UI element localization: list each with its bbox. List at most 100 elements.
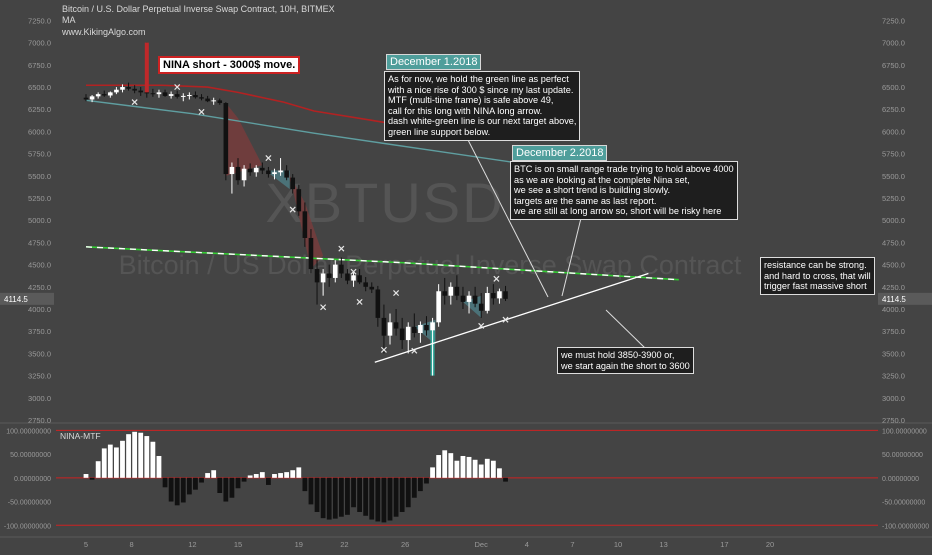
candle-body	[260, 167, 265, 171]
price-axis-right-label: 5500.0	[882, 172, 905, 181]
osc-bar	[89, 477, 95, 480]
candle-body	[162, 92, 168, 96]
price-axis-left-label: 4250.0	[28, 283, 51, 292]
osc-bar	[229, 477, 235, 498]
price-axis-right-label: 7250.0	[882, 16, 905, 25]
x-marker-stroke	[320, 304, 327, 311]
price-axis-left-label: 7000.0	[28, 39, 51, 48]
candle-body	[296, 189, 302, 212]
osc-axis-left-label: -50.00000000	[8, 500, 51, 507]
candle-body	[302, 211, 308, 238]
osc-bar	[253, 474, 259, 478]
candle-body	[381, 317, 387, 336]
candle-body	[144, 92, 150, 94]
indicator-label[interactable]: MA	[62, 15, 76, 25]
osc-bar	[217, 477, 223, 493]
candle-body	[241, 168, 247, 181]
osc-bar	[393, 477, 399, 517]
osc-bar	[186, 477, 192, 495]
candle-body	[187, 95, 192, 97]
candle-body	[278, 170, 283, 173]
candle-body	[284, 170, 289, 178]
candle-body	[101, 94, 107, 96]
x-marker	[380, 346, 387, 353]
osc-axis-right-label: 100.00000000	[882, 428, 927, 435]
candle-body	[448, 286, 454, 296]
candle-body	[150, 93, 156, 95]
candle-body	[290, 177, 296, 190]
price-axis-left-label: 5000.0	[28, 216, 51, 225]
candle-body	[363, 282, 368, 287]
price-axis-right-label: 4750.0	[882, 238, 905, 247]
candle-body	[272, 172, 277, 175]
price-axis-right-label: 6000.0	[882, 127, 905, 136]
osc-bar	[162, 477, 168, 488]
osc-bar	[424, 477, 429, 484]
osc-bar	[436, 455, 442, 478]
dec1-title: December 1.2018	[386, 54, 482, 70]
price-axis-right-label: 6250.0	[882, 105, 905, 114]
osc-bar	[411, 477, 417, 498]
price-axis-left-label: 6500.0	[28, 83, 51, 92]
osc-axis-left-label: -100.00000000	[4, 523, 51, 530]
candle-body	[314, 269, 320, 283]
price-tag-left-bg	[0, 292, 54, 305]
candle-body	[436, 291, 441, 323]
price-tag-right-bg	[878, 292, 932, 305]
candle-body	[266, 170, 271, 175]
osc-bar	[205, 473, 210, 478]
candle-body	[460, 295, 466, 302]
candle-body	[387, 322, 393, 336]
candle-body	[472, 295, 478, 304]
osc-bar	[430, 467, 435, 478]
osc-bar	[351, 477, 356, 508]
price-axis-left-label: 4000.0	[28, 305, 51, 314]
candle-body	[497, 291, 502, 299]
x-marker-stroke	[380, 346, 387, 353]
candle-body	[89, 96, 95, 100]
candle-body	[156, 92, 162, 95]
osc-bar	[138, 432, 144, 478]
candle-body	[95, 94, 101, 97]
x-marker	[320, 304, 327, 311]
x-marker	[502, 316, 509, 323]
candle-body	[320, 273, 326, 283]
x-marker-stroke	[493, 275, 500, 282]
candle-body	[229, 166, 235, 175]
nina-short-arrow	[144, 42, 149, 93]
price-axis-left-label: 2750.0	[28, 416, 51, 425]
x-marker	[393, 290, 400, 297]
price-axis-left-label: 5500.0	[28, 172, 51, 181]
time-axis-label: 15	[234, 540, 242, 549]
price-axis-right-label: 3500.0	[882, 349, 905, 358]
time-axis-label: 12	[188, 540, 196, 549]
red-trend-fill	[225, 103, 263, 176]
x-marker	[131, 99, 138, 106]
candle-body	[491, 293, 496, 299]
price-axis-right-label: 6500.0	[882, 83, 905, 92]
price-axis-left-label: 3500.0	[28, 349, 51, 358]
osc-bar	[144, 436, 150, 478]
osc-bar	[114, 447, 119, 478]
x-marker-stroke	[338, 245, 345, 252]
candle-body	[180, 95, 186, 97]
osc-bar	[338, 477, 344, 517]
osc-bar	[126, 434, 131, 478]
osc-bar	[308, 477, 314, 505]
time-axis-label: 8	[130, 540, 134, 549]
candle-body	[199, 97, 204, 99]
x-marker-stroke	[289, 206, 296, 213]
candle-body	[235, 166, 241, 181]
osc-bar	[266, 477, 271, 485]
osc-bar	[369, 477, 375, 520]
x-marker-stroke	[265, 155, 272, 162]
x-marker-stroke	[502, 316, 509, 323]
x-marker	[174, 84, 181, 91]
price-axis-left-label: 5250.0	[28, 194, 51, 203]
candle-body	[399, 328, 405, 341]
x-marker-stroke	[350, 268, 357, 275]
time-axis-label: 5	[84, 540, 88, 549]
nina-short-label: NINA short - 3000$ move.	[158, 56, 301, 74]
dec1-pointer	[465, 135, 549, 298]
